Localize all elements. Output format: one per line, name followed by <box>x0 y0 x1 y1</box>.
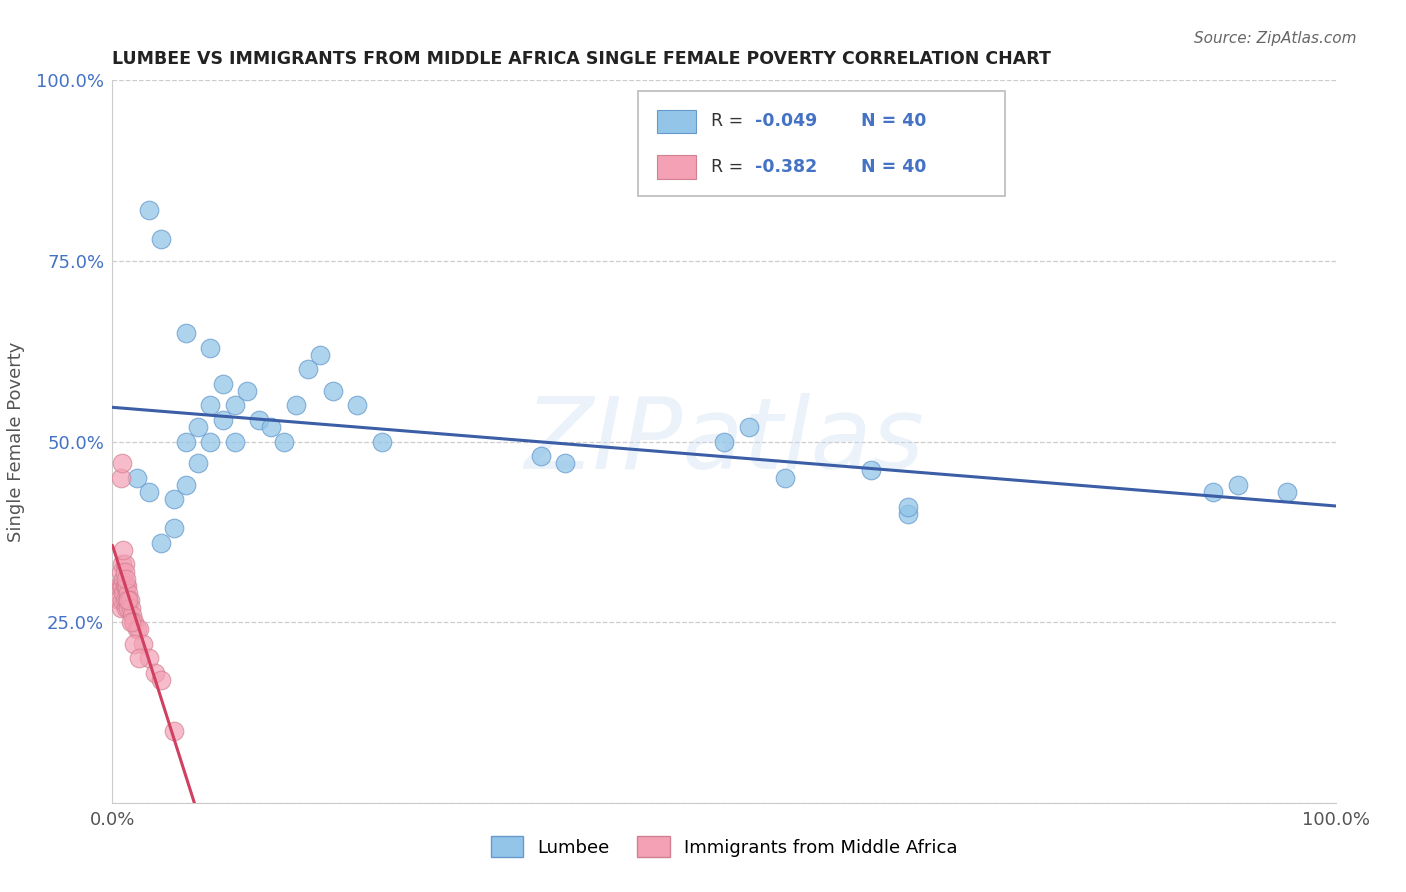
Point <box>132 637 155 651</box>
Point <box>775 470 797 484</box>
Point <box>1226 478 1249 492</box>
Point <box>115 579 138 593</box>
Point <box>138 651 160 665</box>
Point <box>110 470 132 484</box>
Point <box>128 623 150 637</box>
Text: -0.382: -0.382 <box>755 158 817 176</box>
Point <box>115 579 138 593</box>
Point <box>187 420 209 434</box>
Point <box>111 558 134 572</box>
Point <box>124 615 146 630</box>
Text: Source: ZipAtlas.com: Source: ZipAtlas.com <box>1194 31 1357 46</box>
Point <box>112 542 135 557</box>
Point <box>120 600 142 615</box>
Point <box>737 420 759 434</box>
Point <box>346 398 368 412</box>
Point <box>163 521 186 535</box>
Text: ZIPatlas: ZIPatlas <box>524 393 924 490</box>
Point <box>174 478 197 492</box>
FancyBboxPatch shape <box>657 110 696 133</box>
Point <box>117 586 139 600</box>
Point <box>163 492 186 507</box>
Y-axis label: Single Female Poverty: Single Female Poverty <box>7 342 25 541</box>
Legend: Lumbee, Immigrants from Middle Africa: Lumbee, Immigrants from Middle Africa <box>484 829 965 864</box>
FancyBboxPatch shape <box>638 91 1005 196</box>
Point <box>174 434 197 449</box>
Point <box>138 203 160 218</box>
Point <box>118 593 141 607</box>
Point <box>125 623 148 637</box>
Point <box>309 348 332 362</box>
Point <box>115 600 138 615</box>
Point <box>174 326 197 340</box>
Point <box>150 535 173 549</box>
Point <box>111 593 134 607</box>
Point <box>1275 485 1298 500</box>
Point <box>107 579 129 593</box>
Point <box>211 413 233 427</box>
Point <box>110 579 132 593</box>
Point <box>187 456 209 470</box>
Point <box>859 463 882 477</box>
Point <box>111 456 134 470</box>
Point <box>150 232 173 246</box>
Point <box>128 651 150 665</box>
Point <box>115 572 138 586</box>
Point <box>114 579 136 593</box>
Point <box>897 507 920 521</box>
Point <box>260 420 283 434</box>
Point <box>117 600 139 615</box>
Point <box>236 384 259 398</box>
Point <box>143 665 166 680</box>
Point <box>107 593 129 607</box>
Point <box>150 673 173 687</box>
Point <box>273 434 295 449</box>
Text: R =: R = <box>710 158 748 176</box>
FancyBboxPatch shape <box>657 155 696 178</box>
Point <box>115 593 138 607</box>
Point <box>114 558 136 572</box>
Point <box>110 565 132 579</box>
Point <box>297 362 319 376</box>
Text: R =: R = <box>710 112 748 130</box>
Point <box>284 398 308 412</box>
Point <box>370 434 392 449</box>
Point <box>200 434 222 449</box>
Point <box>112 572 135 586</box>
Point <box>114 593 136 607</box>
Point <box>163 723 186 738</box>
Text: -0.049: -0.049 <box>755 112 817 130</box>
Point <box>121 607 143 622</box>
Point <box>224 398 246 412</box>
Point <box>111 579 134 593</box>
Point <box>120 615 142 630</box>
Point <box>713 434 735 449</box>
Point <box>897 500 920 514</box>
Text: LUMBEE VS IMMIGRANTS FROM MIDDLE AFRICA SINGLE FEMALE POVERTY CORRELATION CHART: LUMBEE VS IMMIGRANTS FROM MIDDLE AFRICA … <box>112 50 1052 68</box>
Point <box>117 593 139 607</box>
Point <box>211 376 233 391</box>
Point <box>125 470 148 484</box>
Point <box>1202 485 1225 500</box>
Point <box>224 434 246 449</box>
Point <box>554 456 576 470</box>
Text: N = 40: N = 40 <box>860 112 927 130</box>
Point <box>247 413 270 427</box>
Text: N = 40: N = 40 <box>860 158 927 176</box>
Point <box>529 449 551 463</box>
Point <box>322 384 344 398</box>
Point <box>200 398 222 412</box>
Point <box>110 600 132 615</box>
Point <box>138 485 160 500</box>
Point <box>112 586 135 600</box>
Point <box>200 341 222 355</box>
Point <box>124 637 146 651</box>
Point <box>114 565 136 579</box>
Point <box>122 615 145 630</box>
